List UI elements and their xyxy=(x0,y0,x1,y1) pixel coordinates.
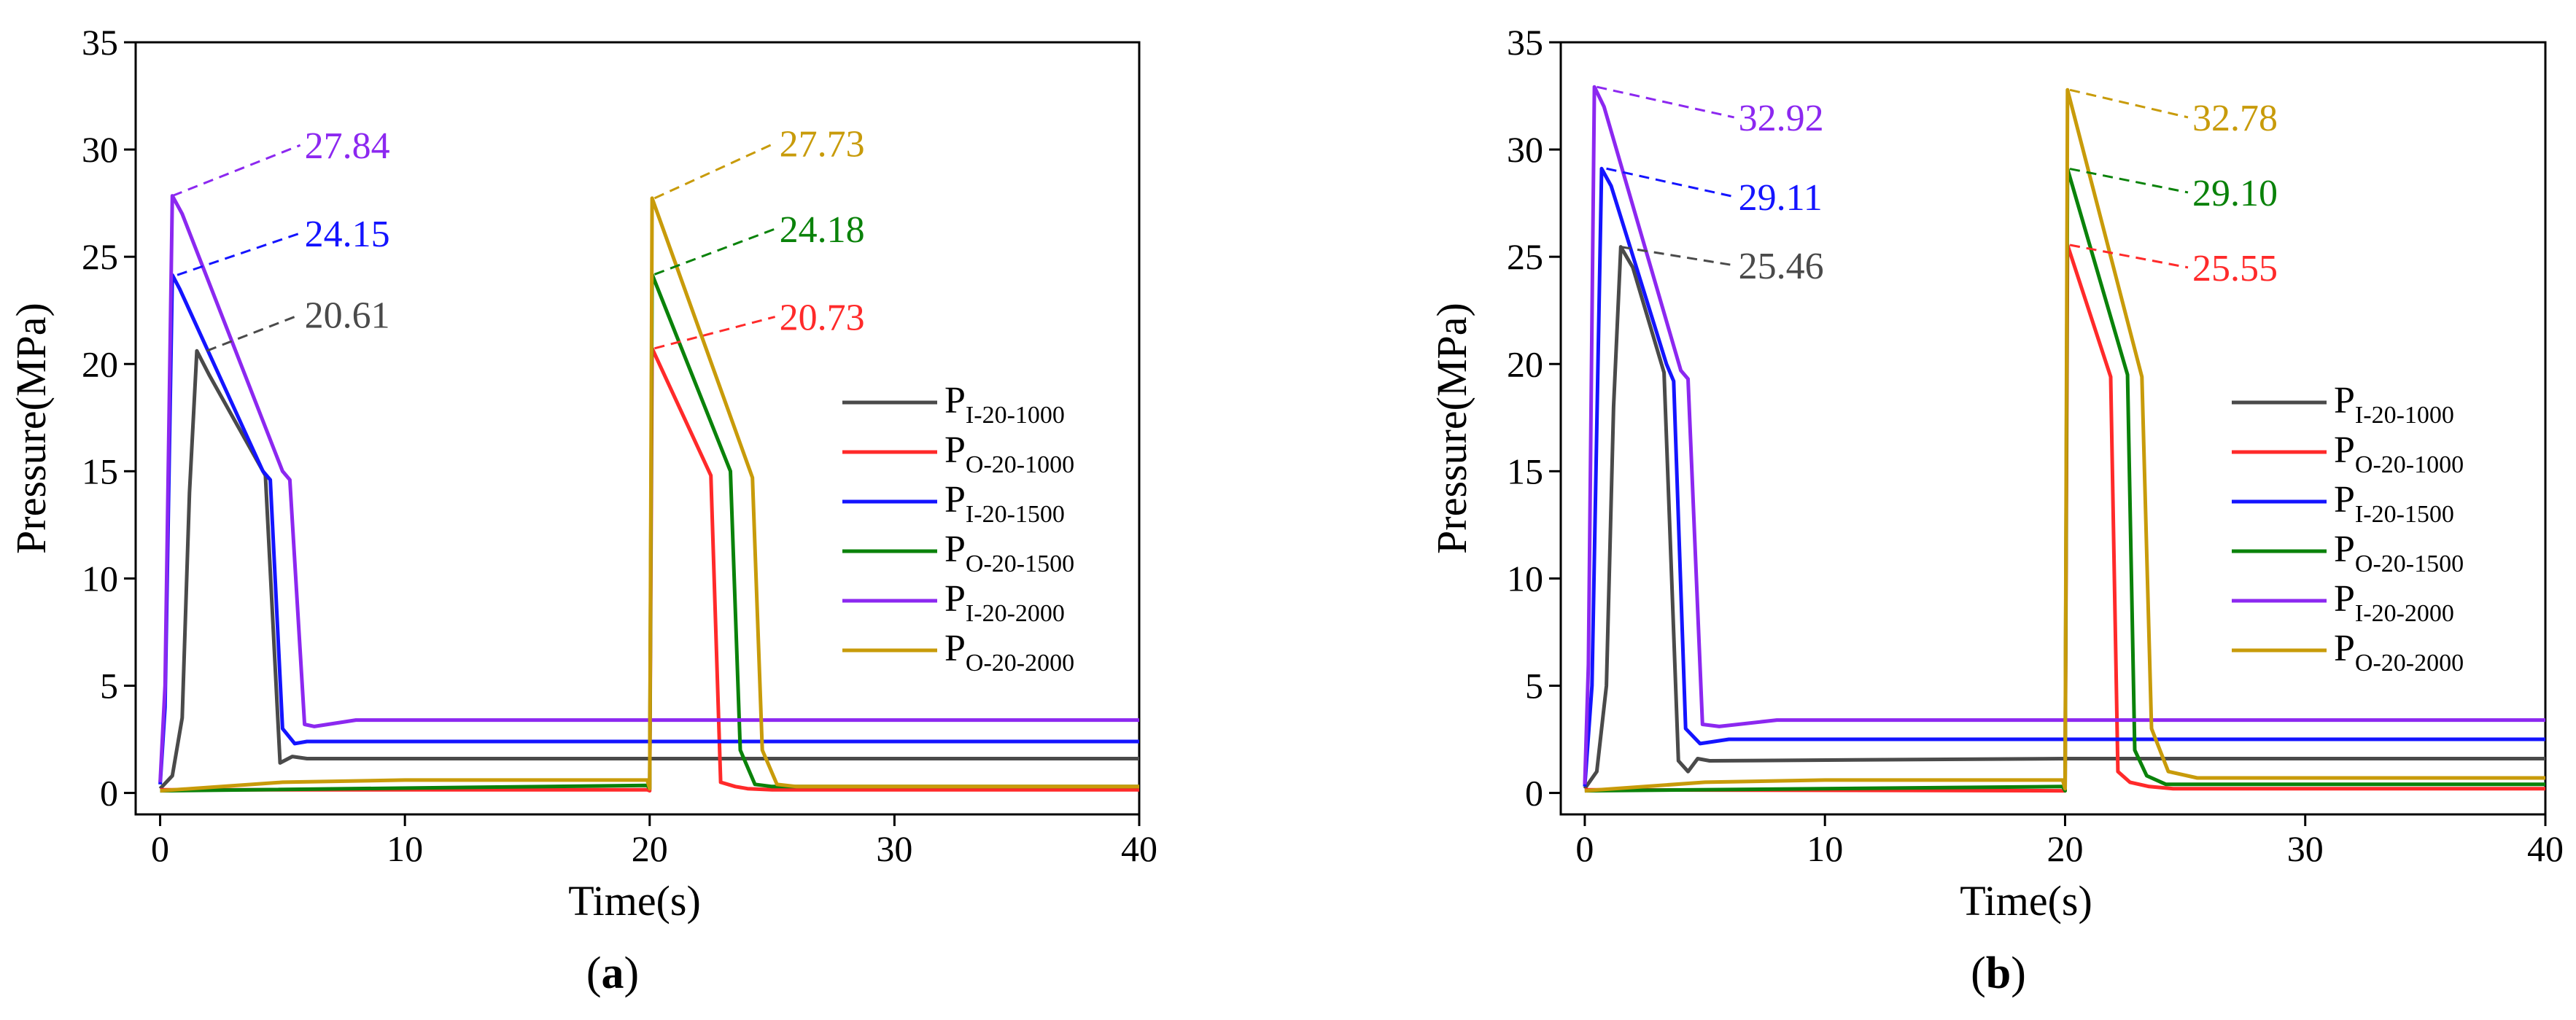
annotation-label: 25.55 xyxy=(2192,248,2278,289)
y-tick-label: 35 xyxy=(1507,22,1543,63)
x-axis-title: Time(s) xyxy=(1960,877,2092,924)
annotation-leader xyxy=(2069,88,2189,119)
annotation-label: 25.46 xyxy=(1739,246,1824,287)
legend-label: PI-20-2000 xyxy=(944,578,1065,627)
panel-label: (a) xyxy=(586,949,639,998)
x-tick-label: 30 xyxy=(2287,828,2324,869)
x-tick-label: 30 xyxy=(876,828,912,869)
x-tick-label: 40 xyxy=(2527,828,2564,869)
legend-label: PI-20-1500 xyxy=(2334,479,2454,528)
annotation-label: 27.73 xyxy=(780,123,865,165)
y-axis-title: Pressure(MPa) xyxy=(7,303,55,554)
x-tick-label: 10 xyxy=(1807,828,1843,869)
y-tick-label: 10 xyxy=(82,558,118,599)
y-tick-label: 5 xyxy=(100,666,118,706)
x-tick-label: 10 xyxy=(387,828,423,869)
y-tick-label: 15 xyxy=(82,451,118,491)
panel-label: (b) xyxy=(1971,949,2026,998)
annotation-leader xyxy=(2069,168,2189,194)
chart-panel-b: 0 10 20 30 40 0 5 10 15 20 25 30 35 Time(s) Pressure(M… xyxy=(1428,22,2564,998)
annotation-leader xyxy=(176,232,301,276)
annotation-label: 29.11 xyxy=(1739,177,1823,219)
series-line-pi-20-2000 xyxy=(1583,85,2545,785)
series-line-pi-20-1500 xyxy=(1583,166,2545,787)
legend-label: PO-20-2000 xyxy=(2334,628,2464,677)
legend-label: PI-20-1000 xyxy=(944,380,1065,429)
x-tick-label: 20 xyxy=(2047,828,2083,869)
y-tick-label: 30 xyxy=(1507,129,1543,170)
y-tick-label: 0 xyxy=(1525,773,1543,814)
annotation-label: 29.10 xyxy=(2192,173,2278,214)
legend-label: PO-20-1500 xyxy=(2334,529,2464,577)
series-line-po-20-2000 xyxy=(1584,87,2545,793)
annotation-label: 20.73 xyxy=(780,297,865,339)
annotation-label: 32.92 xyxy=(1739,98,1824,139)
y-tick-label: 20 xyxy=(82,343,118,384)
y-tick-label: 0 xyxy=(100,773,118,814)
annotation-label: 32.78 xyxy=(2192,98,2278,139)
series-line-pi-20-1000 xyxy=(158,349,1139,790)
y-tick-label: 25 xyxy=(82,236,118,277)
legend-label: PO-20-1000 xyxy=(2334,429,2464,478)
y-tick-label: 30 xyxy=(82,129,118,170)
chart-panel-a: 0 10 20 30 40 0 5 10 15 20 25 30 35 Time(s) Pressure(M… xyxy=(7,22,1157,998)
y-axis-title: Pressure(MPa) xyxy=(1428,303,1475,554)
series-line-pi-20-2000 xyxy=(158,194,1139,783)
x-tick-label: 40 xyxy=(1121,828,1157,869)
x-axis-title: Time(s) xyxy=(568,877,701,924)
y-tick-label: 5 xyxy=(1525,666,1543,706)
plot-frame xyxy=(134,41,1141,816)
y-tick-label: 20 xyxy=(1507,343,1543,384)
annotation-label: 20.61 xyxy=(305,295,390,337)
legend-label: PI-20-2000 xyxy=(2334,578,2454,627)
annotation-label: 24.15 xyxy=(305,214,390,255)
annotation-leader xyxy=(1621,246,1734,267)
annotation-leader xyxy=(654,316,776,350)
series-line-pi-20-1000 xyxy=(1583,245,2545,790)
plot-frame xyxy=(1559,41,2547,816)
x-tick-label: 0 xyxy=(151,828,169,869)
series-line-po-20-2000 xyxy=(160,196,1139,793)
annotation-leader xyxy=(1597,85,1734,119)
y-tick-label: 10 xyxy=(1507,558,1543,599)
series-line-po-20-1000 xyxy=(160,346,1139,793)
x-tick-label: 20 xyxy=(632,828,668,869)
x-tick-label: 0 xyxy=(1575,828,1594,869)
y-tick-label: 35 xyxy=(82,22,118,63)
annotation-label: 27.84 xyxy=(305,125,390,167)
legend-label: PI-20-1500 xyxy=(944,479,1065,528)
annotation-leader xyxy=(206,314,301,352)
annotation-leader xyxy=(1606,167,1734,198)
legend-label: PI-20-1000 xyxy=(2334,380,2454,429)
y-tick-label: 15 xyxy=(1507,451,1543,491)
legend-label: PO-20-2000 xyxy=(944,628,1074,677)
annotation-leader xyxy=(171,144,301,198)
annotation-leader xyxy=(653,227,776,276)
annotation-leader xyxy=(2069,244,2189,269)
annotation-leader xyxy=(653,141,776,200)
annotation-label: 24.18 xyxy=(780,209,865,251)
legend-label: PO-20-1500 xyxy=(944,529,1074,577)
y-tick-label: 25 xyxy=(1507,236,1543,277)
legend-label: PO-20-1000 xyxy=(944,429,1074,478)
